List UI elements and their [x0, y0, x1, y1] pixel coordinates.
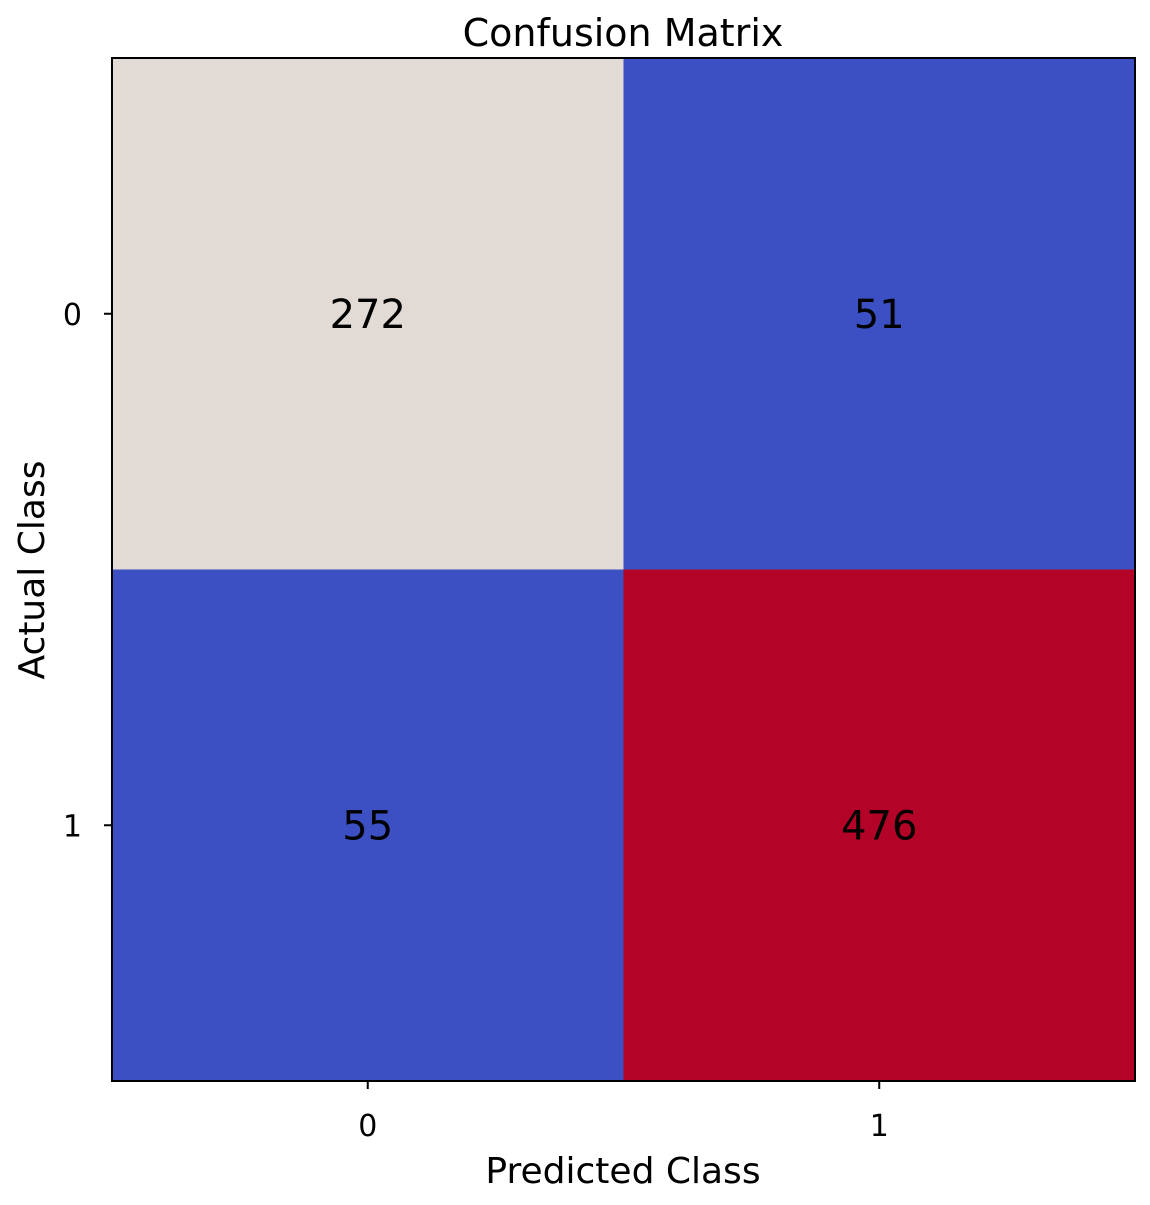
x-axis-label: Predicted Class [485, 1151, 760, 1192]
heatmap-cell-r0-c1 [623, 58, 1135, 570]
heatmap-cell-r1-c0 [112, 569, 624, 1081]
cell-value-r1-c1: 476 [841, 803, 917, 849]
y-axis-ticks: 01 [63, 298, 112, 844]
x-tick-label-1: 1 [870, 1109, 889, 1144]
heatmap-cells [112, 58, 1135, 1081]
y-axis-label: Actual Class [12, 461, 53, 680]
chart-title: Confusion Matrix [463, 11, 784, 55]
heatmap-cell-labels: 272 51 55 476 [330, 292, 918, 850]
cell-value-r0-c0: 272 [330, 292, 406, 338]
heatmap-cell-r1-c1 [623, 569, 1135, 1081]
cell-value-r1-c0: 55 [342, 803, 393, 849]
heatmap-cell-r0-c0 [112, 58, 624, 570]
y-tick-label-1: 1 [63, 809, 82, 844]
cell-value-r0-c1: 51 [854, 292, 905, 338]
y-tick-label-0: 0 [63, 298, 82, 333]
x-tick-label-0: 0 [358, 1109, 377, 1144]
plot-frame [111, 57, 1136, 1082]
